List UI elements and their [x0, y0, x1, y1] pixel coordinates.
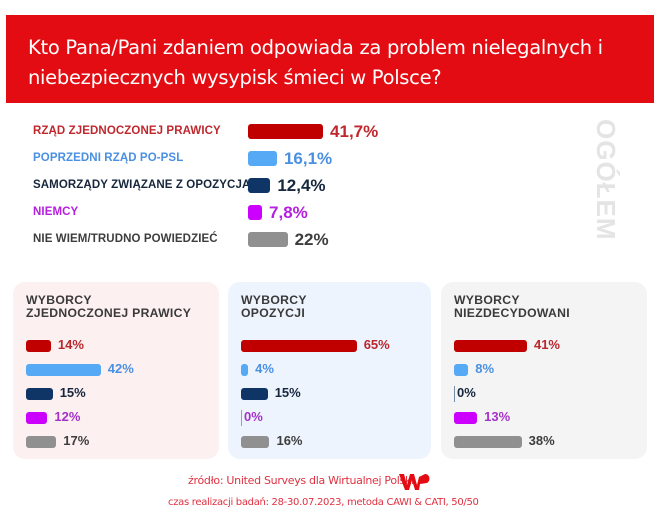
bar: [454, 364, 469, 376]
panel-row: 0%: [241, 409, 426, 426]
value-label: 15%: [59, 385, 86, 400]
bar: [454, 412, 478, 424]
panel-title-line: OPOZYCJI: [241, 306, 306, 320]
method-note: czas realizacji badań: 28-30.07.2023, me…: [168, 497, 479, 508]
panel-voters-opozycja: WYBORCY OPOZYCJI 65% 4% 15% 0% 16%: [228, 282, 431, 459]
panel-row: 4%: [241, 361, 426, 378]
panel-title: WYBORCY ZJEDNOCZONEJ PRAWICY: [26, 294, 191, 320]
value-label: 13%: [484, 409, 511, 424]
main-chart-row: SAMORZĄDY ZWIĄZANE Z OPOZYCJĄ 12,4%: [33, 176, 433, 196]
panel-title: WYBORCY OPOZYCJI: [241, 294, 307, 320]
panel-row: 12%: [26, 409, 211, 426]
value-label: 17%: [63, 433, 90, 448]
bar: [241, 436, 270, 448]
value-label: 16,1%: [283, 149, 333, 168]
bar: [241, 364, 249, 376]
value-label: 15%: [274, 385, 301, 400]
panel-voters-zjednoczona-prawica: WYBORCY ZJEDNOCZONEJ PRAWICY 14% 42% 15% 12…: [13, 282, 219, 459]
value-label: 7,8%: [269, 203, 308, 222]
panel-row: 0%: [454, 385, 639, 402]
panel-row: 13%: [454, 409, 639, 426]
value-label: 41%: [533, 337, 560, 352]
chart-title: Kto Pana/Pani zdaniem odpowiada za probl…: [28, 36, 603, 89]
value-label: 12%: [54, 409, 81, 424]
value-label: 12,4%: [277, 176, 326, 195]
panel-title-line: WYBORCY: [454, 293, 520, 307]
panel-row: 8%: [454, 361, 639, 378]
value-label: 8%: [475, 361, 495, 376]
panel-row: 17%: [26, 433, 211, 450]
category-label: RZĄD ZJEDNOCZONEJ PRAWICY: [33, 125, 221, 137]
value-label: 42%: [107, 361, 134, 376]
panel-row: 16%: [241, 433, 426, 450]
bar: [26, 340, 51, 352]
bar: [248, 178, 271, 193]
main-chart-row: RZĄD ZJEDNOCZONEJ PRAWICY 41,7%: [33, 122, 433, 142]
panel-title-line: NIEZDECYDOWANI: [454, 306, 570, 320]
bar: [454, 386, 455, 402]
bar: [26, 412, 48, 424]
value-label: 16%: [276, 433, 303, 448]
wp-logo-icon: [399, 474, 430, 490]
panel-row: 38%: [454, 433, 639, 450]
bar: [454, 340, 527, 352]
category-label: NIE WIEM/TRUDNO POWIEDZIEĆ: [33, 233, 218, 245]
main-chart-row: NIE WIEM/TRUDNO POWIEDZIEĆ 22%: [33, 230, 433, 250]
bar: [241, 410, 242, 426]
bar: [248, 232, 288, 247]
bar: [26, 364, 101, 376]
panel-title-line: WYBORCY: [241, 293, 307, 307]
bar: [248, 151, 277, 166]
category-label: NIEMCY: [33, 206, 79, 218]
panel-row: 14%: [26, 337, 211, 354]
value-label: 0%: [457, 385, 476, 400]
bar: [248, 205, 263, 220]
panel-voters-niezdecydowani: WYBORCY NIEZDECYDOWANI 41% 8% 0% 13% 38%: [441, 282, 647, 459]
value-label: 65%: [363, 337, 390, 352]
panel-row: 65%: [241, 337, 426, 354]
bar: [241, 340, 357, 352]
main-chart-row: NIEMCY 7,8%: [33, 203, 433, 223]
side-label-overall: OGÓŁEM: [591, 119, 621, 241]
bar: [454, 436, 522, 448]
value-label: 38%: [528, 433, 555, 448]
panel-title: WYBORCY NIEZDECYDOWANI: [454, 294, 570, 320]
bar: [241, 388, 268, 400]
panel-row: 15%: [26, 385, 211, 402]
panel-row: 41%: [454, 337, 639, 354]
value-label: 41,7%: [330, 122, 379, 141]
header-banner: Kto Pana/Pani zdaniem odpowiada za probl…: [6, 15, 654, 103]
category-label: POPRZEDNI RZĄD PO-PSL: [33, 152, 184, 164]
bar: [26, 388, 53, 400]
value-label: 4%: [255, 361, 274, 376]
value-label: 14%: [57, 337, 84, 352]
panel-title-line: ZJEDNOCZONEJ PRAWICY: [26, 306, 192, 320]
bar: [248, 124, 324, 139]
bar: [26, 436, 57, 448]
source-note: źródło: United Surveys dla Wirtualnej Po…: [188, 474, 414, 487]
panel-row: 15%: [241, 385, 426, 402]
category-label: SAMORZĄDY ZWIĄZANE Z OPOZYCJĄ: [33, 179, 251, 191]
value-label: 22%: [294, 230, 329, 249]
panel-title-line: WYBORCY: [26, 293, 92, 307]
panel-row: 42%: [26, 361, 211, 378]
main-chart-row: POPRZEDNI RZĄD PO-PSL 16,1%: [33, 149, 433, 169]
value-label: 0%: [244, 409, 263, 424]
